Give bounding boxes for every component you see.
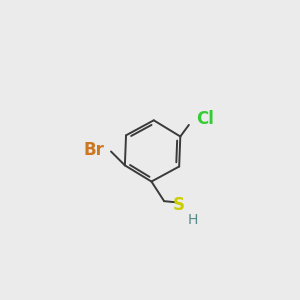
Text: Cl: Cl <box>196 110 214 128</box>
Text: S: S <box>173 196 185 214</box>
Text: Br: Br <box>83 141 104 159</box>
Text: H: H <box>187 213 198 226</box>
